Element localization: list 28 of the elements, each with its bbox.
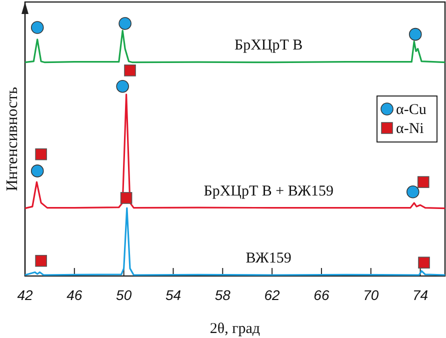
point bbox=[406, 186, 420, 198]
legend-label: α-Cu bbox=[396, 102, 427, 118]
x-tick-label: 42 bbox=[17, 287, 33, 303]
point bbox=[35, 148, 47, 160]
x-tick-label: 62 bbox=[264, 287, 280, 303]
point bbox=[408, 28, 422, 41]
point bbox=[35, 254, 47, 267]
x-axis-title: 2θ, град bbox=[210, 321, 260, 337]
y-axis-title: Интенсивность bbox=[4, 86, 21, 192]
point bbox=[120, 192, 132, 204]
series-label: БрХЦрТ В bbox=[234, 38, 303, 54]
x-tick-label: 50 bbox=[116, 287, 132, 303]
legend-label: α-Ni bbox=[396, 121, 424, 137]
x-tick-label: 70 bbox=[363, 287, 379, 303]
x-tick-label: 46 bbox=[66, 287, 82, 303]
series-label: БрХЦрТ В + ВЖ159 bbox=[204, 183, 334, 200]
point bbox=[30, 21, 44, 34]
point bbox=[118, 17, 132, 30]
x-tick-label: 66 bbox=[314, 287, 330, 303]
point bbox=[417, 176, 430, 188]
point bbox=[124, 64, 136, 76]
point bbox=[418, 256, 430, 269]
point bbox=[30, 164, 44, 178]
x-tick-label: 54 bbox=[165, 287, 182, 303]
x-tick-label: 74 bbox=[412, 287, 428, 303]
series-label: ВЖ159 bbox=[246, 250, 292, 267]
point bbox=[116, 80, 129, 93]
x-tick-label: 58 bbox=[214, 287, 231, 303]
